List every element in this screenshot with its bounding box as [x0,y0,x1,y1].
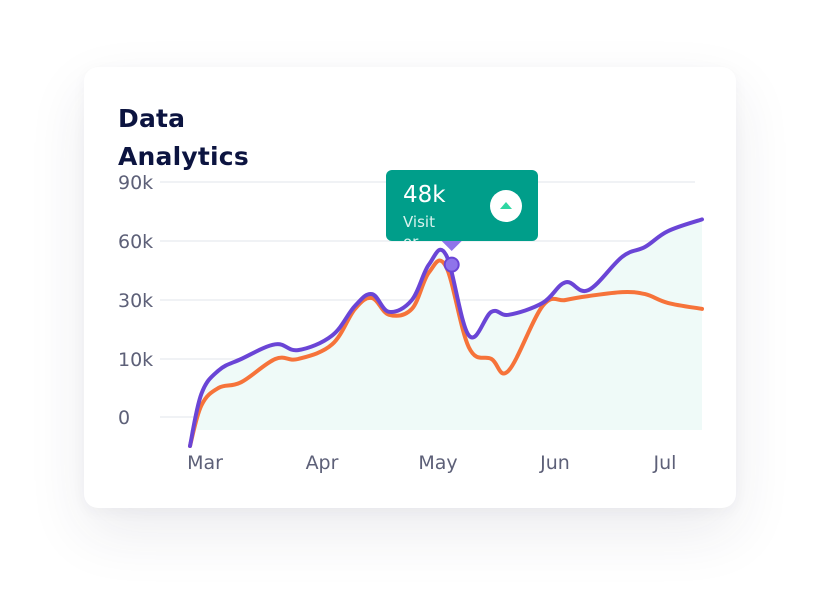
series-line-orange[interactable] [188,258,704,448]
x-tick-label: Jun [539,452,570,474]
trend-up-icon [500,202,512,209]
highlight-point[interactable] [443,256,460,273]
x-tick-label: Mar [187,452,223,474]
area-fill [190,219,702,446]
y-tick-label: 10k [118,349,153,371]
y-tick-label: 90k [118,172,153,194]
y-tick-label: 60k [118,231,153,253]
x-tick-label: May [418,452,457,474]
x-axis-ticks: Mar Apr May Jun Jul [187,452,676,474]
card-title: Data Analytics [118,104,249,171]
x-tick-label: Jul [653,452,677,474]
plot-area [188,217,704,448]
y-axis-ticks: 90k 60k 30k 10k 0 [118,172,153,429]
tooltip-label: Visitor [403,213,435,241]
y-tick-label: 30k [118,290,153,312]
x-tick-label: Apr [306,452,339,474]
series-line-purple[interactable] [188,217,704,448]
trend-up-badge [490,190,522,222]
tooltip-value: 48k [403,182,446,208]
y-tick-label: 0 [118,407,130,429]
tooltip-pointer [441,241,462,251]
